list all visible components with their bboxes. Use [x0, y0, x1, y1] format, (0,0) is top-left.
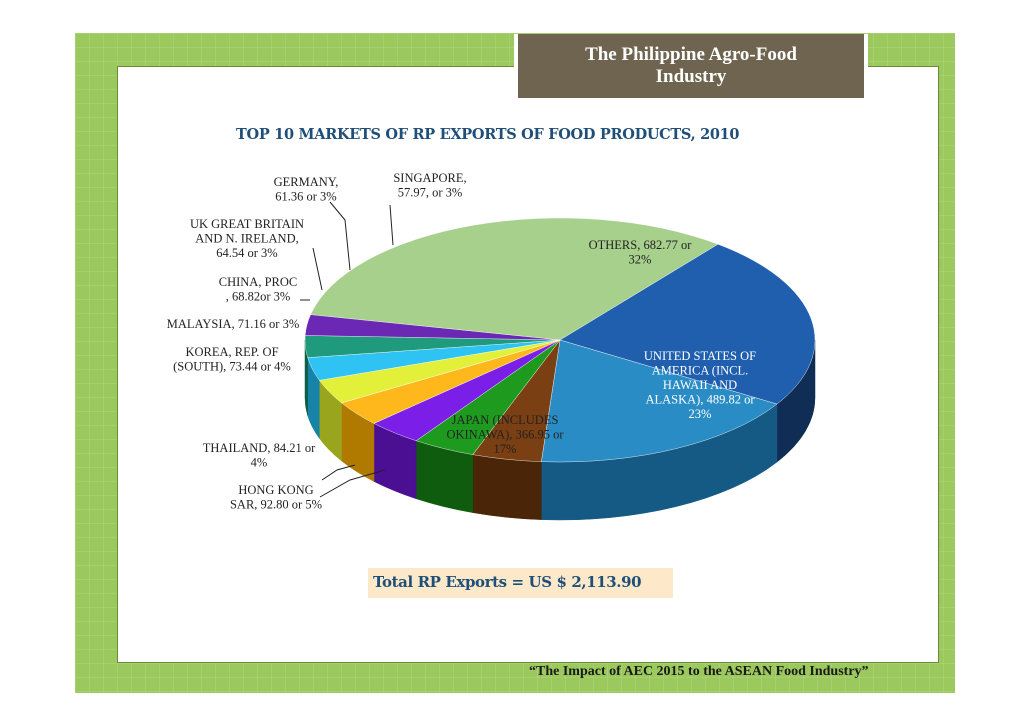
pie-top: [304, 217, 816, 463]
chart-title: TOP 10 MARKETS OF RP EXPORTS OF FOOD PRO…: [236, 126, 740, 143]
leader-line-germany: [329, 201, 351, 271]
slide-footer: “The Impact of AEC 2015 to the ASEAN Foo…: [529, 664, 869, 679]
pie-label-malaysia: MALAYSIA, 71.16 or 3%: [167, 317, 300, 331]
slide-header: The Philippine Agro-Food Industry: [514, 34, 868, 102]
pie-label-china-proc: CHINA, PROC, 68.82or 3%: [219, 275, 298, 304]
pie-label-korea-rep-of-south: KOREA, REP. OF (SOUTH), 73.44 or 4%: [173, 345, 291, 374]
leader-line-singapore: [389, 204, 394, 246]
pie-side-hong-kong-sar: [472, 454, 542, 520]
pie-label-hong-kong-sar: HONG KONG SAR, 92.80 or 5%: [230, 483, 322, 512]
total-exports-label: Total RP Exports = US $ 2,113.90: [373, 573, 642, 591]
total-exports-box: Total RP Exports = US $ 2,113.90: [368, 568, 673, 598]
leader-line-hong-kong-sar: [319, 469, 386, 498]
pie-label-united-states-of-america-incl-hawaii-and-alaska: UNITED STATES OF AMERICA (INCL. HAWAII AND…: [644, 349, 756, 421]
pie-side-walls: [304, 339, 816, 521]
pie-slice-others: [310, 217, 719, 341]
pie-label-uk-great-britain-and-n-ireland: UK GREAT BRITAIN AND N. IRELAND, 64.54 or …: [190, 217, 304, 260]
pie-slice-united-states-of-america-incl-hawaii-and-alaska: [559, 244, 816, 405]
leader-line-uk-great-britain-and-n-ireland: [312, 247, 323, 291]
pie-label-germany: GERMANY, 61.36 or 3%: [274, 175, 339, 204]
pie-label-others: OTHERS, 682.77 or 32%: [589, 238, 693, 267]
leader-lines: [300, 201, 394, 498]
slide-header-panel: The Philippine Agro-Food Industry: [518, 34, 864, 98]
pie-slice-japan-includes-okinawa: [541, 339, 778, 463]
pie-labels: OTHERS, 682.77 or 32% UNITED STATES OF AMER…: [167, 171, 756, 512]
leader-line-thailand: [321, 464, 356, 481]
pie-slice-singapore: [304, 314, 561, 341]
pie-label-japan-includes-okinawa: JAPAN (INCLUDES OKINAWA), 366.95 or 17%: [446, 413, 564, 456]
pie-label-singapore: SINGAPORE, 57.97, or 3%: [393, 171, 466, 200]
pie-label-thailand: THAILAND, 84.21 or 4%: [203, 441, 316, 470]
slide-title: The Philippine Agro-Food Industry: [585, 44, 797, 87]
